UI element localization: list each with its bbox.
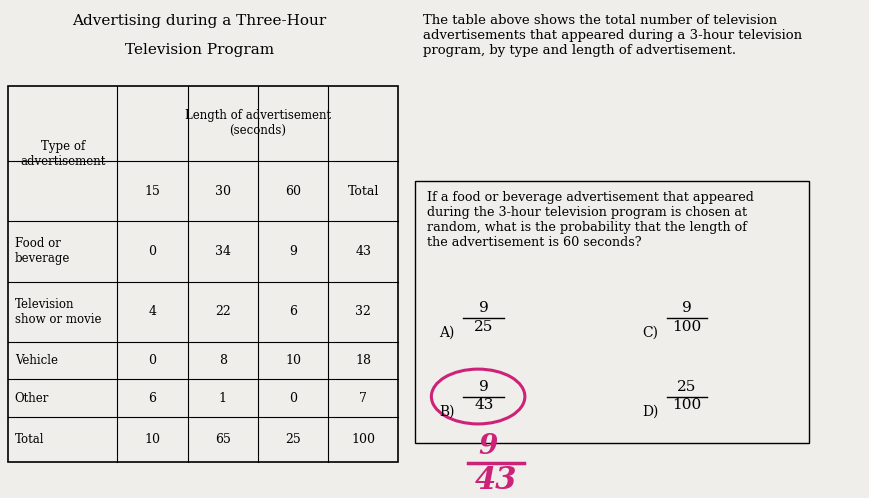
Text: Vehicle: Vehicle xyxy=(15,354,57,367)
Text: Total: Total xyxy=(348,185,379,198)
Text: D): D) xyxy=(642,405,659,419)
Text: A): A) xyxy=(439,326,454,340)
Text: 60: 60 xyxy=(285,185,301,198)
Text: 4: 4 xyxy=(149,305,156,318)
Text: 6: 6 xyxy=(289,305,297,318)
Text: The table above shows the total number of television
advertisements that appeare: The table above shows the total number o… xyxy=(423,14,802,57)
Text: 25: 25 xyxy=(474,320,494,334)
Text: 15: 15 xyxy=(144,185,161,198)
Text: B): B) xyxy=(439,405,454,419)
Text: 9: 9 xyxy=(289,245,297,258)
Text: 65: 65 xyxy=(215,433,231,446)
Text: 43: 43 xyxy=(474,398,494,412)
Text: 34: 34 xyxy=(215,245,231,258)
Text: 25: 25 xyxy=(285,433,301,446)
Text: 30: 30 xyxy=(215,185,231,198)
Text: Type of
advertisement: Type of advertisement xyxy=(20,139,105,167)
Text: 7: 7 xyxy=(360,392,368,405)
Text: Other: Other xyxy=(15,392,49,405)
Text: Television
show or movie: Television show or movie xyxy=(15,298,101,326)
Text: 8: 8 xyxy=(219,354,227,367)
Text: 0: 0 xyxy=(149,354,156,367)
Text: 10: 10 xyxy=(285,354,301,367)
Text: 9: 9 xyxy=(479,379,488,393)
Text: If a food or beverage advertisement that appeared
during the 3-hour television p: If a food or beverage advertisement that… xyxy=(427,191,753,249)
Text: 32: 32 xyxy=(355,305,371,318)
Text: 0: 0 xyxy=(289,392,297,405)
Text: 100: 100 xyxy=(673,320,702,334)
Text: Total: Total xyxy=(15,433,44,446)
Text: 0: 0 xyxy=(149,245,156,258)
Text: Length of advertisement
(seconds): Length of advertisement (seconds) xyxy=(185,110,331,137)
Text: 43: 43 xyxy=(355,245,371,258)
Text: 1: 1 xyxy=(219,392,227,405)
Text: Advertising during a Three-Hour: Advertising during a Three-Hour xyxy=(72,14,327,28)
Text: 25: 25 xyxy=(678,379,697,393)
Text: 9: 9 xyxy=(682,301,692,315)
Text: 6: 6 xyxy=(149,392,156,405)
Text: Food or
beverage: Food or beverage xyxy=(15,238,70,265)
Text: 100: 100 xyxy=(351,433,375,446)
Text: 9: 9 xyxy=(479,301,488,315)
Text: 100: 100 xyxy=(673,398,702,412)
Text: 18: 18 xyxy=(355,354,371,367)
Text: 43: 43 xyxy=(474,465,517,496)
Text: C): C) xyxy=(642,326,659,340)
Text: Television Program: Television Program xyxy=(124,43,274,57)
Text: 9: 9 xyxy=(478,433,498,460)
Text: 10: 10 xyxy=(144,433,161,446)
Text: 22: 22 xyxy=(215,305,230,318)
